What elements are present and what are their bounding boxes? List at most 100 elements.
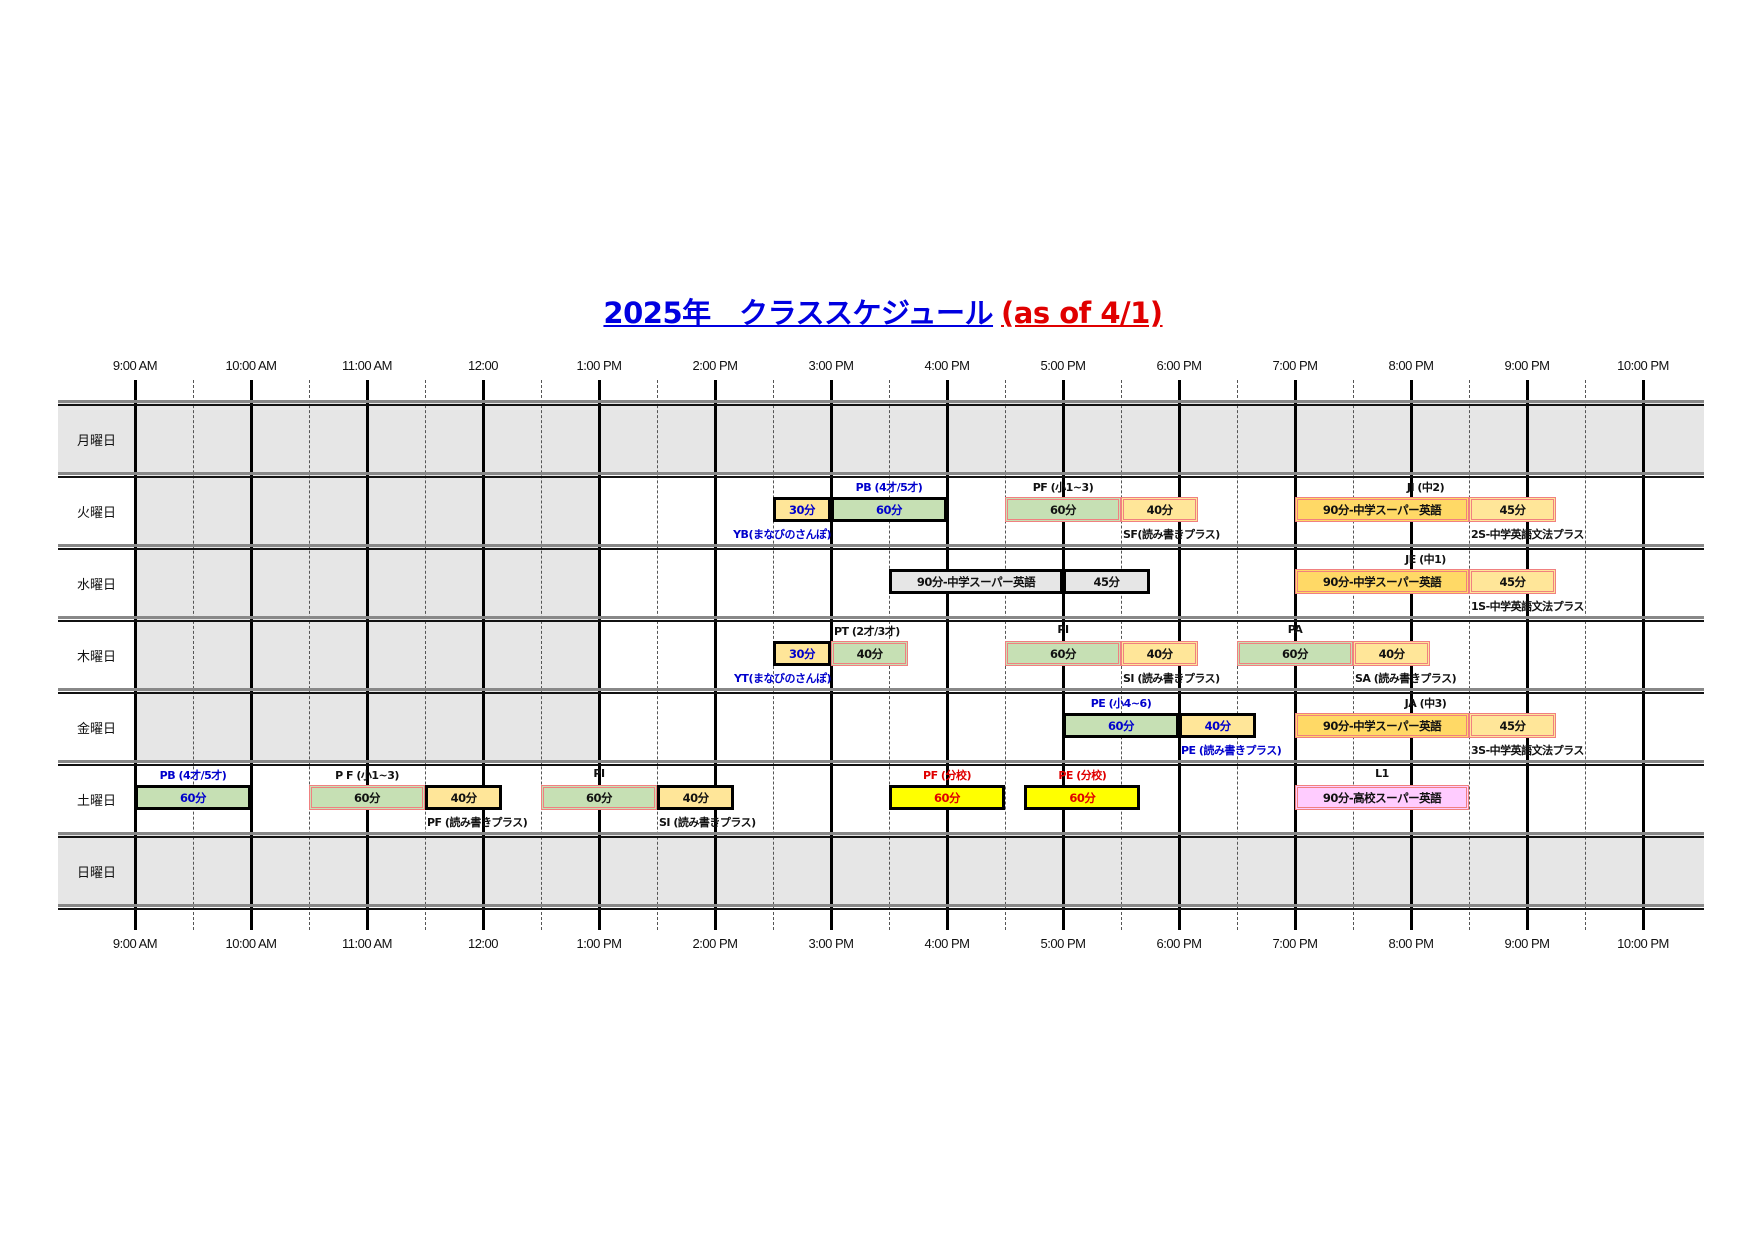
class-block[interactable]: 90分-高校スーパー英語 — [1295, 785, 1469, 810]
hour-line — [133, 380, 137, 930]
row-separator — [58, 692, 1704, 694]
hour-line — [1641, 380, 1645, 930]
row-separator — [58, 832, 1704, 835]
class-block[interactable]: 60分 — [1005, 497, 1121, 522]
time-tick-top: 9:00 AM — [112, 358, 158, 373]
class-title: PE (小4~6) — [1090, 697, 1152, 710]
class-block[interactable]: 30分 — [773, 497, 831, 522]
class-block[interactable]: 60分 — [831, 497, 947, 522]
class-block[interactable]: 40分 — [1121, 497, 1199, 522]
time-tick-top: 10:00 PM — [1617, 358, 1669, 373]
class-subtitle: SA (読み書きプラス) — [1355, 672, 1457, 685]
time-tick-bottom: 2:00 PM — [692, 936, 738, 951]
half-hour-line — [541, 380, 542, 930]
time-tick-top: 12:00 — [467, 358, 499, 373]
class-block[interactable]: 45分 — [1063, 569, 1150, 594]
class-subtitle: YT(まなびのさんぽ) — [733, 672, 832, 685]
class-title: JI (中2) — [1406, 481, 1445, 494]
class-block[interactable]: 60分 — [135, 785, 251, 810]
time-tick-bottom: 5:00 PM — [1040, 936, 1086, 951]
hour-line — [713, 380, 717, 930]
hour-line — [597, 380, 601, 930]
time-tick-bottom: 4:00 PM — [924, 936, 970, 951]
class-title: PF (小1~3) — [1032, 481, 1094, 494]
row-separator — [58, 836, 1704, 838]
day-label: 木曜日 — [76, 650, 116, 665]
time-tick-top: 8:00 PM — [1388, 358, 1434, 373]
half-hour-line — [1469, 380, 1470, 930]
class-block[interactable]: 60分 — [1063, 713, 1179, 738]
row-separator — [58, 544, 1704, 547]
class-block[interactable]: 90分-中学スーパー英語 — [1295, 569, 1469, 594]
class-block[interactable]: 45分 — [1469, 713, 1556, 738]
hour-line — [481, 380, 485, 930]
time-tick-top: 6:00 PM — [1156, 358, 1202, 373]
class-title: L1 — [1375, 767, 1389, 780]
class-subtitle: SF(読み書きプラス) — [1123, 528, 1220, 541]
time-tick-bottom: 12:00 — [467, 936, 499, 951]
class-title: PB (4才/5才) — [159, 769, 227, 782]
row-separator — [58, 548, 1704, 550]
half-hour-line — [657, 380, 658, 930]
class-block[interactable]: 60分 — [1237, 641, 1353, 666]
class-subtitle: YB(まなびのさんぽ) — [733, 528, 831, 541]
time-tick-bottom: 10:00 PM — [1617, 936, 1669, 951]
time-tick-bottom: 3:00 PM — [808, 936, 854, 951]
time-tick-bottom: 8:00 PM — [1388, 936, 1434, 951]
time-tick-top: 5:00 PM — [1040, 358, 1086, 373]
class-title: PI — [1057, 623, 1069, 636]
day-label: 日曜日 — [76, 866, 116, 881]
class-block[interactable]: 40分 — [1353, 641, 1431, 666]
day-label: 月曜日 — [76, 434, 116, 449]
class-title: JA (中3) — [1404, 697, 1447, 710]
class-block[interactable]: 90分-中学スーパー英語 — [1295, 713, 1469, 738]
class-block[interactable]: 40分 — [1179, 713, 1257, 738]
hour-line — [365, 380, 369, 930]
class-block[interactable]: 60分 — [541, 785, 657, 810]
class-block[interactable]: 45分 — [1469, 497, 1556, 522]
class-block[interactable]: 90分-中学スーパー英語 — [1295, 497, 1469, 522]
time-tick-top: 2:00 PM — [692, 358, 738, 373]
class-block[interactable]: 60分 — [1005, 641, 1121, 666]
class-title: PI — [593, 767, 605, 780]
time-tick-top: 9:00 PM — [1504, 358, 1550, 373]
time-tick-top: 1:00 PM — [576, 358, 622, 373]
class-title: PE (分校) — [1058, 769, 1107, 782]
class-block[interactable]: 40分 — [425, 785, 503, 810]
time-tick-top: 7:00 PM — [1272, 358, 1318, 373]
time-tick-top: 4:00 PM — [924, 358, 970, 373]
row-separator — [58, 404, 1704, 406]
class-block[interactable]: 90分-中学スーパー英語 — [889, 569, 1063, 594]
class-block[interactable]: 60分 — [1024, 785, 1141, 810]
class-block[interactable]: 40分 — [831, 641, 909, 666]
row-separator — [58, 688, 1704, 691]
time-tick-bottom: 11:00 AM — [342, 936, 392, 951]
time-tick-bottom: 9:00 PM — [1504, 936, 1550, 951]
title-main: 2025年 クラススケジュール — [603, 296, 994, 330]
class-subtitle: 1S-中学英語文法プラス — [1471, 600, 1584, 613]
class-subtitle: 2S-中学英語文法プラス — [1471, 528, 1584, 541]
row-separator — [58, 472, 1704, 475]
hour-line — [945, 380, 949, 930]
day-label: 火曜日 — [76, 506, 116, 521]
class-title: PA — [1287, 623, 1303, 636]
time-tick-top: 10:00 AM — [225, 358, 277, 373]
row-separator — [58, 620, 1704, 622]
class-title: PB (4才/5才) — [855, 481, 923, 494]
time-tick-bottom: 7:00 PM — [1272, 936, 1318, 951]
page-title: 2025年 クラススケジュール (as of 4/1) — [0, 290, 1755, 332]
class-block[interactable]: 30分 — [773, 641, 831, 666]
day-row — [58, 402, 1704, 474]
class-subtitle: PE (読み書きプラス) — [1181, 744, 1282, 757]
time-tick-top: 11:00 AM — [342, 358, 392, 373]
day-row — [58, 834, 1704, 906]
class-block[interactable]: 60分 — [889, 785, 1005, 810]
class-block[interactable]: 40分 — [1121, 641, 1199, 666]
time-tick-bottom: 9:00 AM — [112, 936, 158, 951]
time-tick-top: 3:00 PM — [808, 358, 854, 373]
class-block[interactable]: 45分 — [1469, 569, 1556, 594]
day-label: 土曜日 — [76, 794, 116, 809]
class-block[interactable]: 60分 — [309, 785, 425, 810]
class-block[interactable]: 40分 — [657, 785, 735, 810]
hour-line — [249, 380, 253, 930]
